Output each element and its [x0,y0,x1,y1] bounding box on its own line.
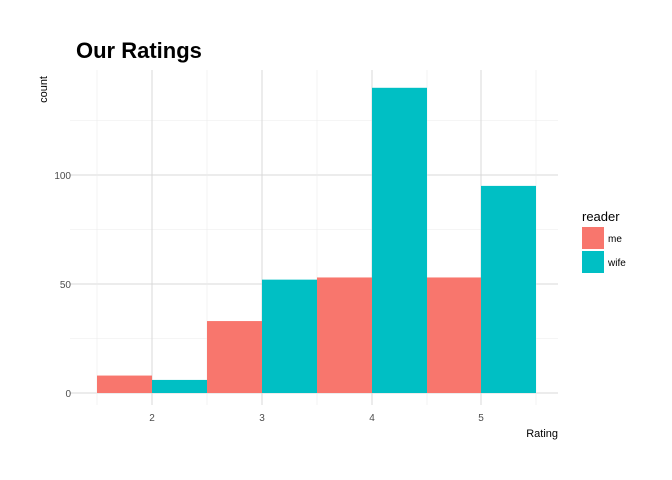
legend: reader me wife [582,209,626,273]
x-tick-label: 3 [259,413,265,424]
bar-me-5 [426,277,481,393]
legend-key-wife [582,251,604,273]
y-tick-label: 100 [54,171,71,182]
bar-wife-4 [372,87,427,394]
bar-wife-5 [481,185,536,393]
x-tick-label: 2 [149,413,155,424]
y-tick-label: 0 [65,389,71,400]
bar-wife-2 [152,379,207,393]
chart-title: Our Ratings [76,38,202,63]
y-axis-ticks: 0 50 100 [54,171,71,400]
bar-me-3 [207,321,262,393]
bars [97,87,536,394]
bar-me-2 [97,375,152,393]
x-tick-label: 5 [478,413,484,424]
legend-label-wife: wife [607,258,626,269]
legend-label-me: me [608,234,622,245]
x-axis-label: Rating [526,428,558,440]
legend-key-me [582,227,604,249]
legend-title: reader [582,209,620,224]
x-tick-label: 4 [369,413,375,424]
bar-wife-3 [262,279,317,393]
y-tick-label: 50 [60,280,72,291]
bar-me-4 [317,277,372,393]
x-axis-ticks: 2 3 4 5 [149,413,484,424]
y-axis-label: count [38,76,50,103]
